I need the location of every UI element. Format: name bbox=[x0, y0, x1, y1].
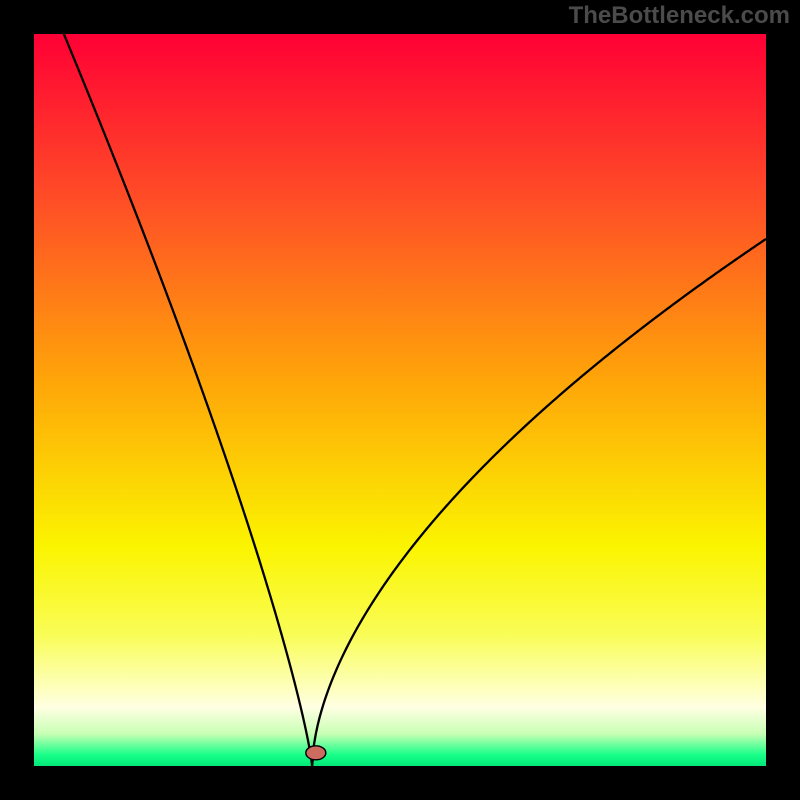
minimum-marker bbox=[306, 746, 326, 760]
chart-svg bbox=[0, 0, 800, 800]
gradient-background bbox=[34, 34, 766, 766]
chart-container: TheBottleneck.com bbox=[0, 0, 800, 800]
